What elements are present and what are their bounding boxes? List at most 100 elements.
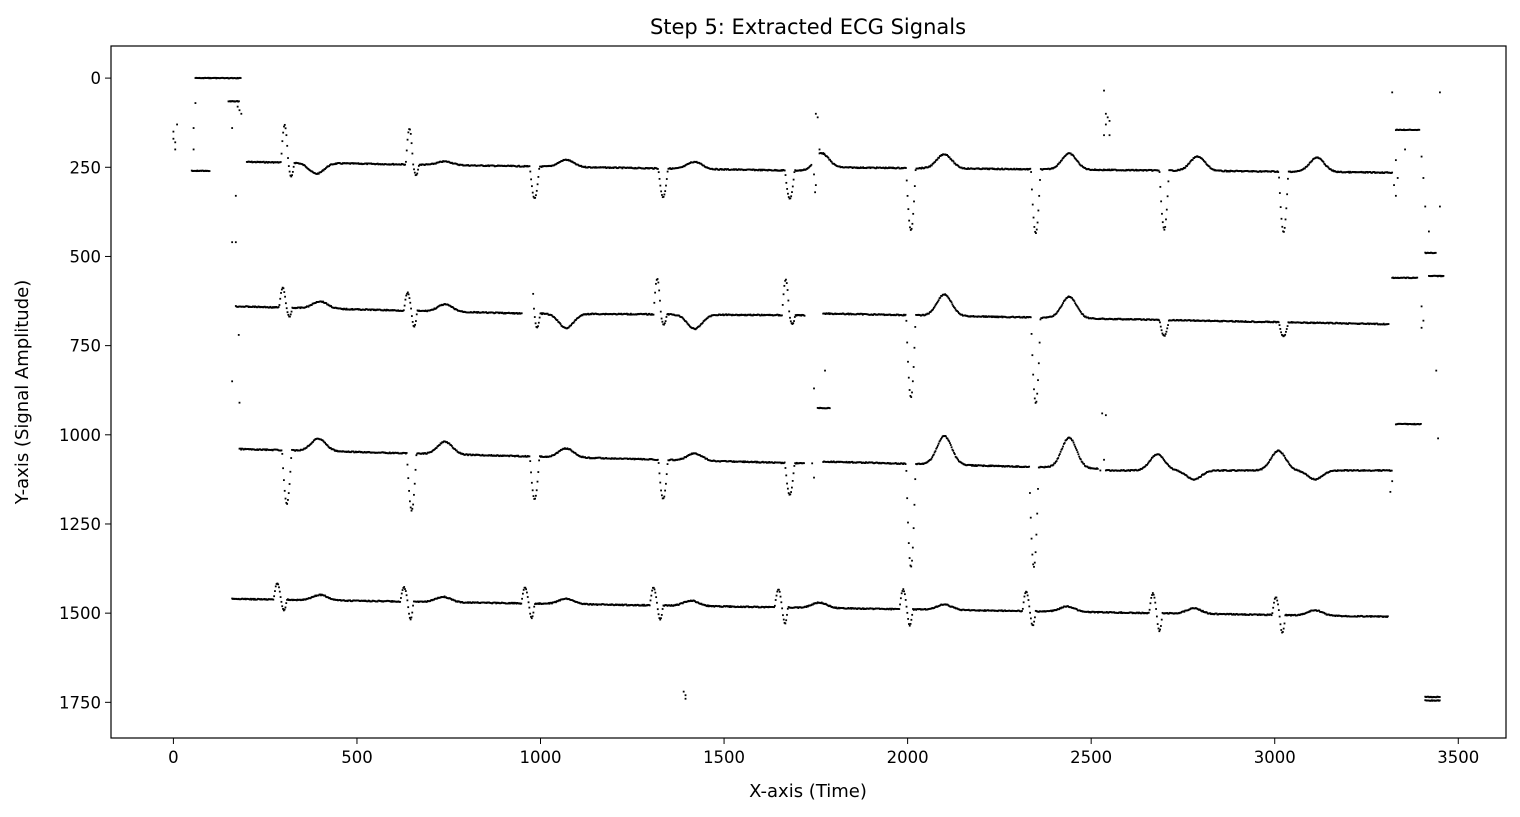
data-point xyxy=(521,597,523,600)
data-point xyxy=(905,167,907,169)
data-point xyxy=(643,603,645,606)
data-point xyxy=(786,289,789,291)
data-point xyxy=(950,301,953,304)
data-point xyxy=(327,445,330,448)
data-point xyxy=(957,310,959,313)
data-point xyxy=(1081,461,1084,464)
data-point xyxy=(949,442,951,445)
data-point xyxy=(786,487,789,490)
data-point xyxy=(1072,441,1075,444)
data-point xyxy=(1033,561,1036,564)
data-point xyxy=(1075,447,1077,450)
data-point xyxy=(908,219,911,222)
data-point xyxy=(1063,442,1066,444)
data-point xyxy=(1147,461,1150,464)
chart-title: Step 5: Extracted ECG Signals xyxy=(650,15,966,39)
data-point xyxy=(287,492,290,494)
data-point xyxy=(910,227,913,230)
data-point xyxy=(415,313,418,316)
data-point xyxy=(319,593,322,596)
data-point xyxy=(525,588,528,591)
data-point xyxy=(277,583,280,586)
data-point xyxy=(289,174,292,177)
data-point xyxy=(1059,161,1062,164)
data-point xyxy=(1281,225,1284,228)
data-point xyxy=(289,470,292,473)
data-point xyxy=(455,449,458,452)
data-point xyxy=(414,468,417,471)
data-point xyxy=(1306,165,1309,168)
data-point xyxy=(906,194,909,197)
data-point xyxy=(1312,477,1315,480)
data-point xyxy=(951,448,954,451)
data-point xyxy=(722,313,724,316)
data-point xyxy=(1320,158,1322,161)
data-point xyxy=(425,452,428,455)
data-point xyxy=(914,478,917,481)
data-point xyxy=(1031,203,1034,206)
data-point xyxy=(530,471,532,474)
data-point xyxy=(1165,330,1168,333)
data-point xyxy=(1029,516,1032,519)
data-point xyxy=(913,185,916,187)
data-point xyxy=(1029,316,1032,319)
data-point xyxy=(1228,170,1231,173)
data-point xyxy=(273,595,276,598)
data-point xyxy=(657,171,660,174)
data-point xyxy=(1057,457,1060,459)
data-point xyxy=(811,603,814,606)
data-point xyxy=(529,460,532,463)
data-point xyxy=(1153,455,1156,457)
data-point xyxy=(1283,226,1286,229)
data-point xyxy=(1030,537,1033,540)
data-point xyxy=(580,164,583,167)
data-point xyxy=(537,321,540,324)
data-point xyxy=(1200,475,1203,478)
data-point xyxy=(286,144,289,147)
data-point xyxy=(1064,298,1067,301)
data-point xyxy=(629,312,632,315)
data-point xyxy=(416,172,419,175)
data-point xyxy=(955,456,958,459)
data-point xyxy=(253,597,256,600)
data-point xyxy=(1075,303,1077,306)
data-point xyxy=(408,489,410,492)
data-point xyxy=(538,167,541,170)
data-point xyxy=(1162,457,1165,460)
data-point xyxy=(938,156,940,159)
data-point xyxy=(1032,373,1035,376)
data-point xyxy=(1271,455,1274,458)
data-point xyxy=(1037,209,1040,212)
data-point xyxy=(280,152,283,155)
data-point xyxy=(789,493,792,496)
data-point xyxy=(279,161,282,163)
data-point xyxy=(1034,551,1037,554)
data-point xyxy=(698,325,701,328)
data-point xyxy=(409,128,411,131)
data-point xyxy=(1164,333,1167,335)
data-point xyxy=(775,594,778,597)
data-point xyxy=(961,313,963,316)
data-point xyxy=(274,585,277,588)
data-point xyxy=(1150,458,1152,461)
data-point xyxy=(946,295,949,298)
data-point xyxy=(286,311,289,314)
data-point xyxy=(282,131,285,134)
data-point xyxy=(920,167,923,170)
data-point xyxy=(289,315,291,318)
data-point xyxy=(706,457,709,460)
data-point xyxy=(1286,193,1289,196)
data-point xyxy=(953,451,955,454)
data-point xyxy=(778,588,780,591)
data-point xyxy=(1163,334,1166,337)
data-point xyxy=(405,452,408,454)
data-point xyxy=(284,497,287,500)
data-point xyxy=(706,604,709,607)
data-point xyxy=(827,312,830,315)
data-point xyxy=(929,165,932,168)
data-point xyxy=(408,297,411,299)
data-point xyxy=(864,462,867,464)
data-point xyxy=(1058,308,1060,311)
data-point xyxy=(933,451,936,454)
data-point xyxy=(1280,217,1283,220)
